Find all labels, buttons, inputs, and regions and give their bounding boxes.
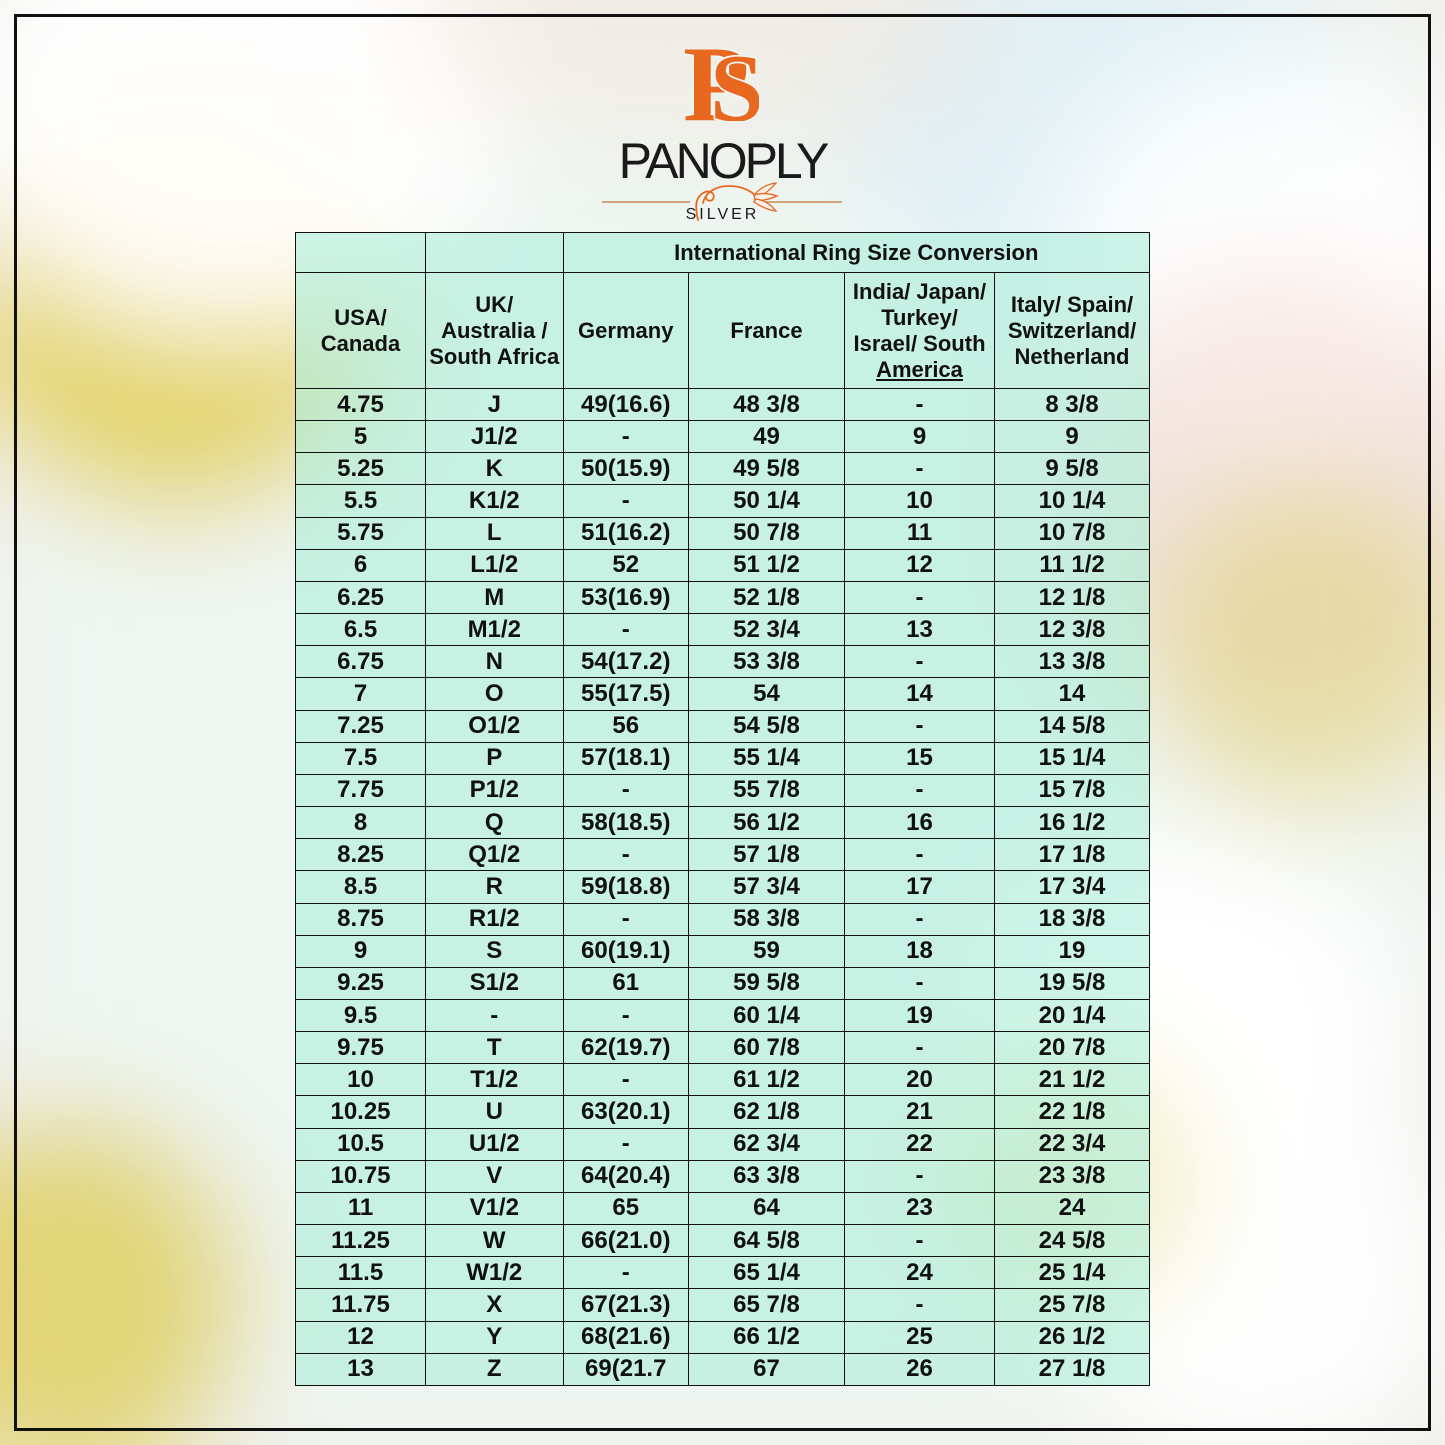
svg-text:S: S — [710, 49, 759, 121]
